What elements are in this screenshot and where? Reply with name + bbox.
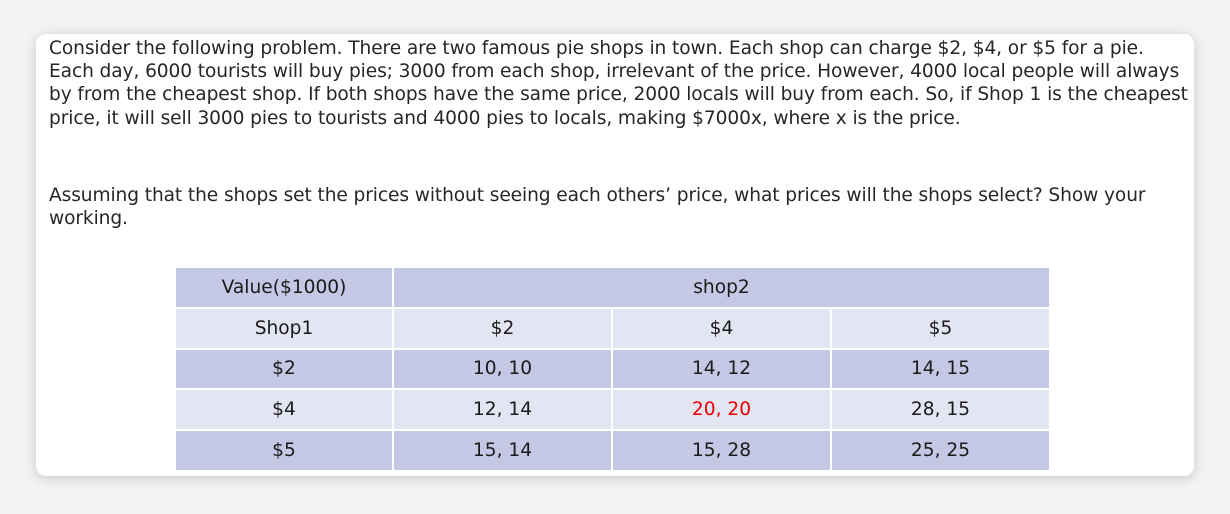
row-group-label: Shop1 (174, 306, 394, 350)
problem-statement: Consider the following problem. There ar… (49, 38, 1188, 129)
column-header: $5 (830, 306, 1051, 350)
table-cell: 15, 14 (392, 429, 613, 472)
table-cell: 14, 15 (830, 347, 1051, 391)
question-text: Assuming that the shops set the prices w… (49, 185, 1146, 230)
table-cell: 10, 10 (392, 347, 613, 391)
table-row: $5 15, 14 15, 28 25, 25 (174, 429, 1051, 472)
table-cell: 14, 12 (611, 347, 832, 391)
column-header: $2 (392, 306, 613, 350)
table-header-row: Value($1000) shop2 (174, 266, 1051, 309)
highlighted-equilibrium-cell: 20, 20 (611, 388, 832, 432)
table-cell: 15, 28 (611, 429, 832, 472)
row-label: $2 (174, 347, 394, 391)
content-card: Consider the following problem. There ar… (36, 34, 1194, 476)
column-header: $4 (611, 306, 832, 350)
payoff-table: Value($1000) shop2 Shop1 $2 $4 $5 $2 10,… (174, 266, 1051, 472)
table-cell: 25, 25 (830, 429, 1051, 472)
table-cell: 12, 14 (392, 388, 613, 432)
table-row: $4 12, 14 20, 20 28, 15 (174, 388, 1051, 432)
row-label: $5 (174, 429, 394, 472)
column-group-label: shop2 (392, 266, 1051, 309)
table-row: $2 10, 10 14, 12 14, 15 (174, 347, 1051, 391)
row-label: $4 (174, 388, 394, 432)
table-cell: 28, 15 (830, 388, 1051, 432)
table-subheader-row: Shop1 $2 $4 $5 (174, 306, 1051, 350)
corner-label: Value($1000) (174, 266, 394, 309)
